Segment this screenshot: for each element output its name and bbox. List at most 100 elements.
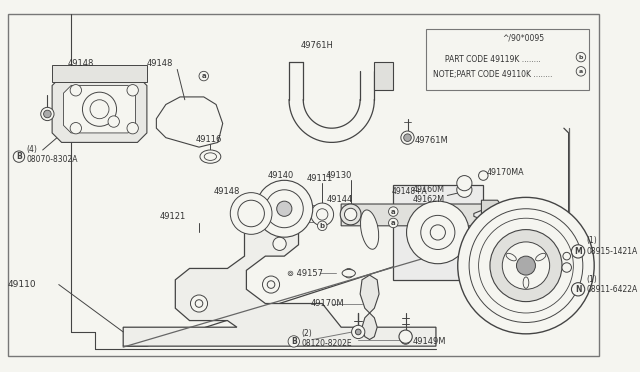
Circle shape xyxy=(563,252,570,260)
Text: 08070-8302A: 08070-8302A xyxy=(26,155,78,164)
Text: 49160M: 49160M xyxy=(412,185,444,194)
Text: ⊚ 49157: ⊚ 49157 xyxy=(287,269,323,278)
Circle shape xyxy=(273,237,286,250)
Circle shape xyxy=(572,245,585,258)
Text: ^/90*0095: ^/90*0095 xyxy=(502,33,545,43)
Circle shape xyxy=(457,182,472,198)
Ellipse shape xyxy=(340,204,361,225)
Text: 49761H: 49761H xyxy=(301,41,334,50)
Ellipse shape xyxy=(204,153,216,160)
Text: a: a xyxy=(202,73,206,79)
Circle shape xyxy=(399,330,412,343)
Circle shape xyxy=(127,122,138,134)
Circle shape xyxy=(199,71,209,81)
Text: 49144: 49144 xyxy=(326,195,353,204)
Circle shape xyxy=(276,201,292,217)
Polygon shape xyxy=(362,313,377,340)
Circle shape xyxy=(479,171,488,180)
Circle shape xyxy=(388,207,398,217)
Text: (2): (2) xyxy=(301,329,312,339)
Circle shape xyxy=(490,230,562,302)
Text: 49110: 49110 xyxy=(8,280,36,289)
Circle shape xyxy=(70,84,81,96)
Text: 49111: 49111 xyxy=(307,174,333,183)
Circle shape xyxy=(44,110,51,118)
Circle shape xyxy=(355,329,361,335)
Circle shape xyxy=(479,218,573,313)
Circle shape xyxy=(457,176,472,191)
Text: (1): (1) xyxy=(587,275,597,284)
Circle shape xyxy=(502,242,550,289)
Circle shape xyxy=(344,269,353,278)
Circle shape xyxy=(401,335,410,344)
Text: a: a xyxy=(579,69,583,74)
Circle shape xyxy=(288,336,300,347)
Text: B: B xyxy=(291,337,297,346)
Circle shape xyxy=(70,122,81,134)
Text: M: M xyxy=(574,247,582,256)
Circle shape xyxy=(469,209,583,323)
Ellipse shape xyxy=(536,253,546,261)
Polygon shape xyxy=(298,200,308,208)
Text: b: b xyxy=(319,223,324,229)
Circle shape xyxy=(262,276,280,293)
Circle shape xyxy=(406,201,469,264)
Text: 49148+A: 49148+A xyxy=(392,187,427,196)
Polygon shape xyxy=(308,205,317,212)
Circle shape xyxy=(238,200,264,227)
Text: b: b xyxy=(579,55,583,60)
Polygon shape xyxy=(341,204,483,226)
Circle shape xyxy=(108,116,120,127)
Circle shape xyxy=(127,84,138,96)
Bar xyxy=(483,214,500,225)
Text: 49148: 49148 xyxy=(213,187,239,196)
Circle shape xyxy=(576,67,586,76)
Text: B: B xyxy=(16,152,22,161)
Text: 49140: 49140 xyxy=(268,171,294,180)
Text: 49130: 49130 xyxy=(325,171,351,180)
Text: NOTE;PART CODE 49110K ........: NOTE;PART CODE 49110K ........ xyxy=(433,70,552,78)
Circle shape xyxy=(230,193,272,234)
Circle shape xyxy=(572,283,585,296)
Circle shape xyxy=(83,92,116,126)
Circle shape xyxy=(41,108,54,121)
Text: a: a xyxy=(391,220,396,226)
Bar xyxy=(483,228,500,239)
Circle shape xyxy=(317,221,327,231)
Text: 08915-1421A: 08915-1421A xyxy=(587,247,638,256)
Text: 49162M: 49162M xyxy=(412,195,444,204)
Circle shape xyxy=(401,131,414,144)
Polygon shape xyxy=(123,220,436,346)
Polygon shape xyxy=(156,97,223,147)
Text: 49121: 49121 xyxy=(159,212,186,221)
Circle shape xyxy=(458,198,594,334)
Ellipse shape xyxy=(200,150,221,163)
Text: (4): (4) xyxy=(26,145,37,154)
Circle shape xyxy=(191,295,207,312)
Ellipse shape xyxy=(506,253,516,261)
Text: N: N xyxy=(575,285,581,294)
Circle shape xyxy=(195,300,203,307)
Ellipse shape xyxy=(523,277,529,288)
Polygon shape xyxy=(63,86,136,133)
Circle shape xyxy=(311,203,333,226)
Text: 08911-6422A: 08911-6422A xyxy=(587,285,638,294)
Circle shape xyxy=(268,281,275,288)
Circle shape xyxy=(90,100,109,119)
Circle shape xyxy=(562,263,572,272)
Circle shape xyxy=(13,151,24,162)
Circle shape xyxy=(516,256,536,275)
Text: 49148: 49148 xyxy=(67,59,93,68)
Polygon shape xyxy=(360,275,379,313)
Bar xyxy=(483,242,497,251)
Text: PART CODE 49119K ........: PART CODE 49119K ........ xyxy=(433,55,541,64)
Ellipse shape xyxy=(342,269,355,277)
Text: 49149M: 49149M xyxy=(412,337,445,346)
Polygon shape xyxy=(52,76,147,142)
Text: 49761M: 49761M xyxy=(415,136,449,145)
Text: 49116: 49116 xyxy=(195,135,221,144)
Circle shape xyxy=(576,52,586,62)
Circle shape xyxy=(404,134,412,141)
Text: O: O xyxy=(346,271,351,276)
Text: 49148: 49148 xyxy=(147,59,173,68)
